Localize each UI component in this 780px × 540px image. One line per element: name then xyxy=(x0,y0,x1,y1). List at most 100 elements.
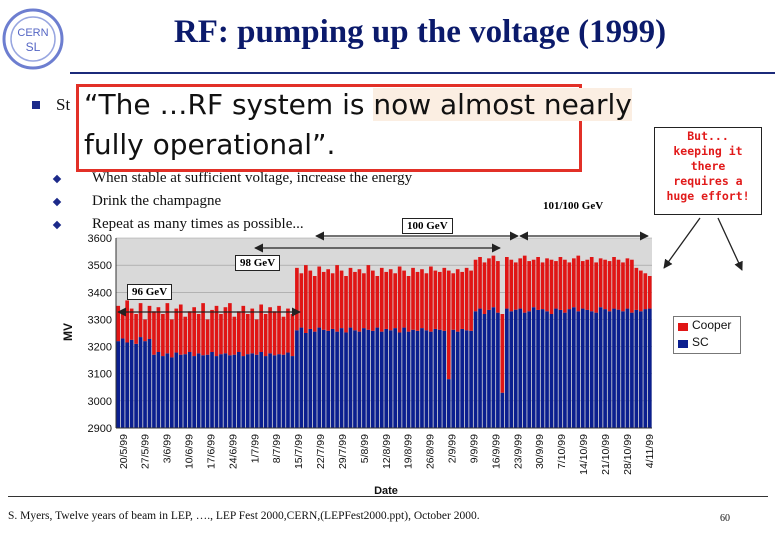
x-tick-label: 30/9/99 xyxy=(534,434,546,469)
bar-sc xyxy=(312,331,317,428)
x-tick-label: 9/9/99 xyxy=(468,434,480,463)
logo-text-sl: SL xyxy=(26,40,41,54)
bar-cooper xyxy=(446,270,451,380)
bar-sc xyxy=(120,338,125,428)
x-tick-label: 23/9/99 xyxy=(512,434,524,469)
x-tick-label: 17/6/99 xyxy=(205,434,217,469)
bar-sc xyxy=(527,311,531,428)
bar-sc xyxy=(304,333,308,428)
logo-text-cern: CERN xyxy=(17,27,48,39)
plot-area xyxy=(116,237,652,429)
bar-cooper xyxy=(580,261,585,309)
note-text: But... keeping it there requires a huge … xyxy=(656,129,760,204)
bar-cooper xyxy=(299,273,304,328)
bar-cooper xyxy=(625,258,630,309)
bar-cooper xyxy=(647,276,652,309)
label-98gev: 98 GeV xyxy=(235,255,281,271)
bar-cooper xyxy=(120,311,125,339)
bar-cooper xyxy=(254,319,259,355)
bar-sc xyxy=(147,338,152,428)
bar-sc xyxy=(531,307,536,428)
x-tick-label: 24/6/99 xyxy=(227,434,239,469)
bar-sc xyxy=(317,327,322,428)
bar-sc xyxy=(612,308,616,428)
bar-cooper xyxy=(388,269,393,331)
bar-cooper xyxy=(513,262,518,310)
bar-sc xyxy=(411,329,415,428)
bar-cooper xyxy=(563,259,567,313)
bar-sc xyxy=(518,308,523,428)
bar-cooper xyxy=(174,308,179,353)
arrow-note-2 xyxy=(717,217,743,271)
bar-sc xyxy=(509,311,514,428)
x-tick-label: 7/10/99 xyxy=(556,434,568,469)
bar-sc xyxy=(616,309,621,428)
bar-cooper xyxy=(424,273,429,331)
x-axis-label: Date xyxy=(374,485,398,497)
bar-cooper xyxy=(156,307,161,352)
bar-sc xyxy=(196,353,201,428)
bar-sc xyxy=(165,353,170,428)
bar-cooper xyxy=(594,262,598,313)
bar-cooper xyxy=(116,305,121,342)
x-axis: 20/5/99 27/5/99 3/6/99 10/6/99 17/6/99 24/6/9… xyxy=(116,427,656,475)
x-tick-label: 26/8/99 xyxy=(425,434,437,469)
bar-cooper xyxy=(429,266,433,332)
bar-sc xyxy=(357,331,362,428)
bar-sc xyxy=(362,328,366,428)
bar-cooper xyxy=(134,314,138,344)
bar-sc xyxy=(478,308,482,428)
bar-cooper xyxy=(178,304,183,355)
bar-sc xyxy=(446,379,451,428)
bar-sc xyxy=(487,309,491,428)
bar-cooper xyxy=(402,270,406,328)
footer-divider xyxy=(8,496,768,497)
bar-cooper xyxy=(201,303,205,356)
quote-line-1-text: “The …RF system is xyxy=(84,88,374,121)
bar-cooper xyxy=(598,258,603,308)
bar-sc xyxy=(455,331,460,428)
x-tick-label: 10/6/99 xyxy=(184,434,196,469)
bar-sc xyxy=(183,354,188,428)
x-tick-label: 15/7/99 xyxy=(293,434,305,469)
bar-cooper xyxy=(509,259,514,312)
bullet-square-icon xyxy=(32,101,40,109)
bar-sc xyxy=(308,328,313,428)
bar-sc xyxy=(219,354,223,428)
bar-cooper xyxy=(438,271,442,330)
x-tick-label: 3/6/99 xyxy=(162,434,174,463)
x-tick-label: 28/10/99 xyxy=(622,434,634,475)
bar-cooper xyxy=(161,314,165,357)
bar-cooper xyxy=(125,300,129,343)
bar-sc xyxy=(621,311,625,428)
bar-cooper xyxy=(585,259,590,310)
bar-cooper xyxy=(634,267,639,310)
bar-sc xyxy=(156,352,161,428)
bar-cooper xyxy=(348,267,353,328)
bar-sc xyxy=(263,356,268,428)
bar-cooper xyxy=(531,259,536,308)
bar-cooper xyxy=(312,276,317,332)
bar-cooper xyxy=(129,308,134,340)
bar-cooper xyxy=(138,303,143,338)
footer-citation: S. Myers, Twelve years of beam in LEP, …… xyxy=(8,510,480,522)
bar-cooper xyxy=(451,273,456,330)
bar-cooper xyxy=(420,269,424,329)
bar-cooper xyxy=(545,258,549,312)
bar-cooper xyxy=(549,259,554,314)
bar-sc xyxy=(397,332,402,428)
bar-sc xyxy=(152,354,156,428)
bar-cooper xyxy=(487,258,491,310)
chart-legend: Cooper SC xyxy=(673,316,741,354)
bar-sc xyxy=(482,314,487,428)
bar-sc xyxy=(589,311,594,428)
y-tick-label: 3200 xyxy=(88,342,112,354)
label-96gev: 96 GeV xyxy=(127,284,173,300)
bar-sc xyxy=(232,354,237,428)
bar-cooper xyxy=(464,267,469,331)
bar-sc xyxy=(174,352,179,428)
bar-cooper xyxy=(554,261,558,309)
bar-sc xyxy=(460,328,464,428)
bar-sc xyxy=(576,311,581,428)
bar-sc xyxy=(339,328,344,428)
